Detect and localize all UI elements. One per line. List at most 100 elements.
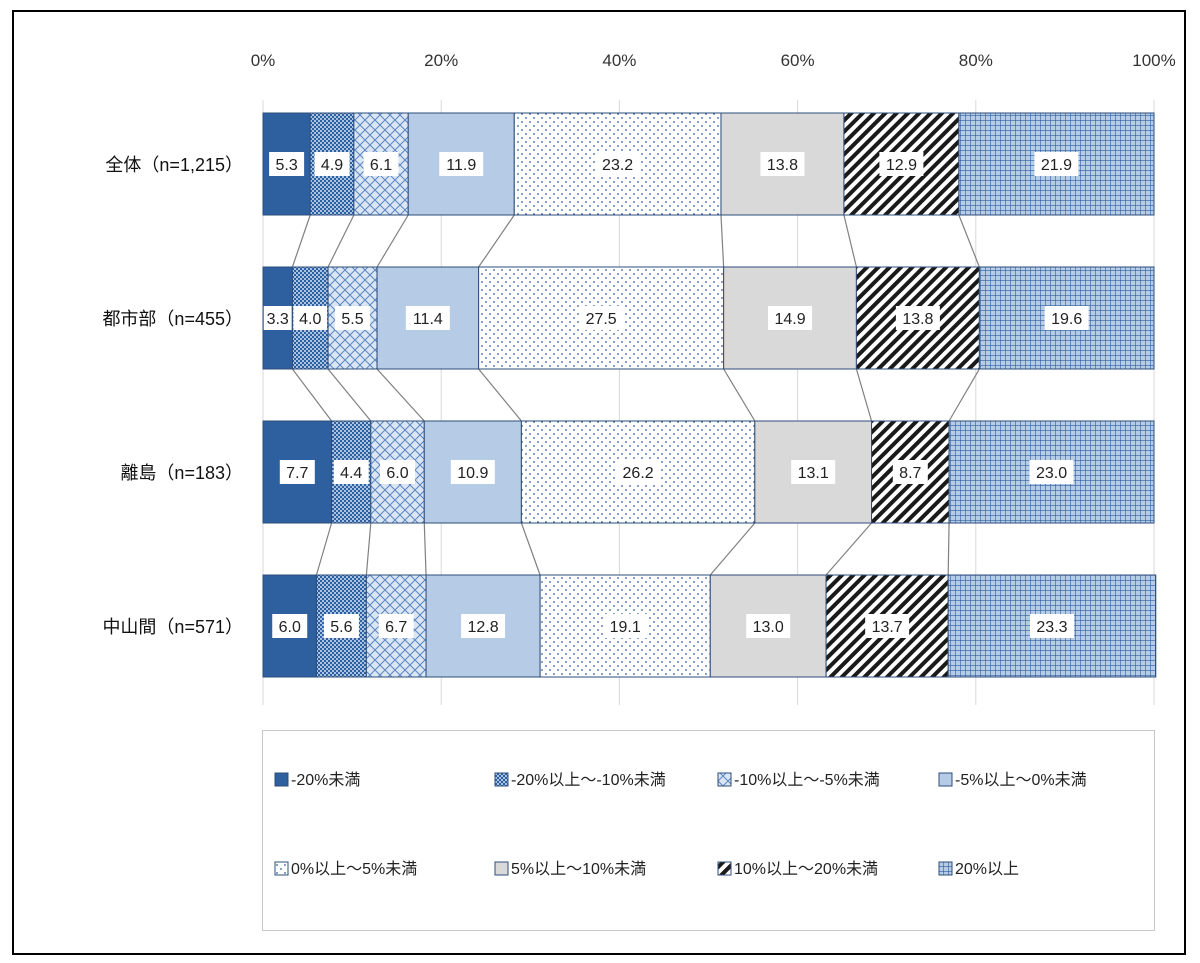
connector-line: [291, 368, 333, 422]
data-label-bg: [892, 460, 928, 484]
legend-label: -20%以上～-10%未満: [511, 771, 666, 789]
data-label: 11.9: [446, 157, 476, 174]
x-tick-label: 100%: [1132, 51, 1175, 70]
data-label-bg: [263, 306, 292, 330]
data-label-bg: [363, 152, 399, 176]
x-axis-ticks: 0% 20% 40% 60% 80% 100%: [251, 51, 1176, 70]
x-tick-label: 20%: [424, 51, 458, 70]
category-label: 都市部（n=455）: [102, 309, 243, 329]
data-label: 19.6: [1051, 311, 1082, 328]
bar-segment: [520, 420, 756, 524]
data-label-bg: [405, 306, 450, 330]
data-label: 12.8: [468, 619, 499, 636]
legend-label: 5%以上～10%未満: [511, 860, 646, 878]
connector-line: [376, 368, 425, 422]
data-label: 12.9: [886, 157, 917, 174]
legend-label: -20%未満: [291, 771, 360, 789]
legend-swatch: [938, 772, 953, 787]
data-label-bg: [380, 460, 416, 484]
connector-line: [843, 214, 857, 268]
connector-line: [327, 368, 372, 422]
data-label-bg: [616, 460, 661, 484]
legend-label: 0%以上～5%未満: [291, 860, 417, 878]
connector-line: [948, 368, 980, 422]
data-label: 13.7: [872, 619, 903, 636]
connector-line: [709, 522, 756, 576]
connector-line: [520, 522, 541, 576]
data-label: 8.7: [899, 465, 921, 482]
data-label-bg: [269, 152, 305, 176]
data-label-bg: [1044, 306, 1089, 330]
data-label: 27.5: [586, 311, 617, 328]
connector-line: [423, 522, 427, 576]
connector-line: [825, 522, 873, 576]
connector-line: [478, 368, 522, 422]
data-label-bg: [746, 614, 791, 638]
connector-line: [365, 522, 372, 576]
data-label-bg: [335, 306, 371, 330]
data-label: 6.1: [370, 157, 392, 174]
data-label-bg: [439, 152, 484, 176]
data-label: 13.1: [798, 465, 829, 482]
data-label: 6.7: [385, 619, 407, 636]
legend-label: -10%以上～-5%未満: [734, 771, 880, 789]
data-label: 14.9: [774, 311, 805, 328]
legend-swatch: [717, 861, 732, 876]
data-label-bg: [579, 306, 624, 330]
data-label: 23.2: [602, 157, 633, 174]
data-label: 4.4: [340, 465, 362, 482]
data-label-bg: [323, 614, 359, 638]
data-label-bg: [378, 614, 414, 638]
legend-swatch: [274, 861, 289, 876]
data-label-bg: [461, 614, 506, 638]
data-label: 5.3: [275, 157, 297, 174]
data-label: 23.3: [1036, 619, 1067, 636]
data-label: 6.0: [386, 465, 408, 482]
data-label: 5.6: [330, 619, 352, 636]
x-tick-label: 80%: [959, 51, 993, 70]
category-label: 全体（n=1,215）: [105, 155, 243, 175]
connector-line: [376, 214, 409, 268]
connector-line: [315, 522, 333, 576]
connector-line: [720, 214, 725, 268]
data-label-bg: [768, 306, 813, 330]
data-label-bg: [879, 152, 924, 176]
legend: -20%未満 -20%以上～-10%未満 -10%以上～-5%未満 -5%以上～0%未…: [262, 730, 1155, 931]
data-label: 19.1: [610, 619, 641, 636]
connector-line: [723, 368, 756, 422]
data-label-bg: [314, 152, 350, 176]
data-label: 13.8: [767, 157, 798, 174]
data-label: 7.7: [286, 465, 308, 482]
data-label: 5.5: [341, 311, 363, 328]
connector-line: [855, 368, 873, 422]
legend-swatch: [274, 772, 289, 787]
data-label: 13.0: [753, 619, 784, 636]
data-label-bg: [450, 460, 495, 484]
legend-label: 10%以上～20%未満: [734, 860, 878, 878]
data-label-bg: [791, 460, 836, 484]
data-label-bg: [865, 614, 910, 638]
connector-line: [291, 214, 311, 268]
data-label: 11.4: [413, 311, 443, 328]
bar-segment: [425, 574, 541, 678]
data-label: 6.0: [279, 619, 301, 636]
data-label-bg: [760, 152, 805, 176]
legend-swatch: [494, 772, 509, 787]
data-label: 26.2: [623, 465, 654, 482]
data-label: 10.9: [457, 465, 488, 482]
x-tick-label: 60%: [781, 51, 815, 70]
data-label: 21.9: [1041, 157, 1072, 174]
data-label-bg: [1029, 614, 1074, 638]
data-label: 3.3: [267, 311, 289, 328]
x-tick-label: 0%: [251, 51, 276, 70]
data-label-bg: [272, 614, 308, 638]
connector-line: [958, 214, 980, 268]
data-label-bg: [895, 306, 940, 330]
legend-swatch: [717, 772, 732, 787]
legend-label: 20%以上: [955, 860, 1019, 878]
data-label-bg: [1034, 152, 1079, 176]
bars: 5.3 4.9 6.1 11.9 23.2 13.8 12.9 21.9 3.3 4.0 5.5 11…: [262, 112, 1157, 678]
data-label: 4.0: [299, 311, 321, 328]
category-labels: 全体（n=1,215） 都市部（n=455） 離島（n=183） 中山間（n=571）: [102, 155, 243, 637]
data-label-bg: [279, 460, 315, 484]
